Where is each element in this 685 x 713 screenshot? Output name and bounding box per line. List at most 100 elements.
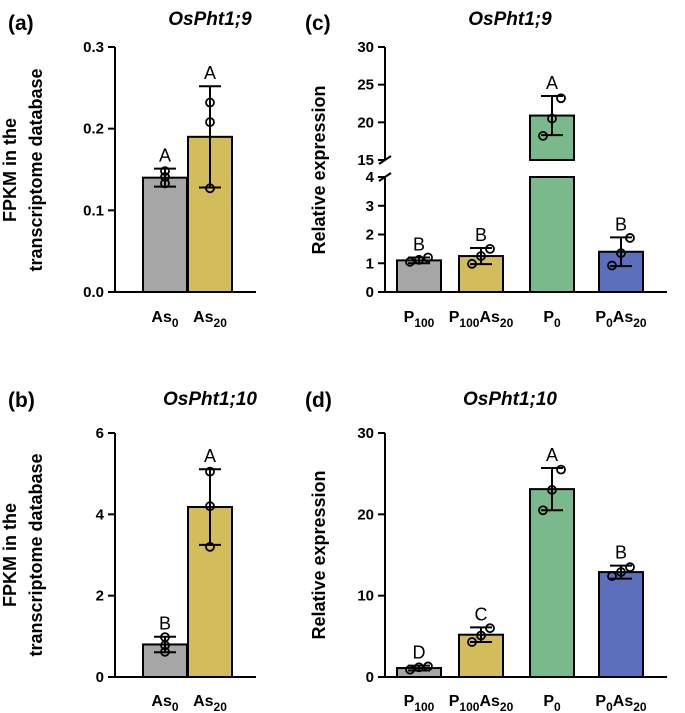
data-point (160, 178, 170, 189)
category-label: P100As20 (449, 309, 514, 330)
panel-label: (a) (8, 12, 34, 35)
data-point (476, 251, 486, 261)
y-tick-label: 6 (96, 425, 104, 442)
y-tick-label: 0.3 (83, 39, 104, 56)
bar-break-gap (528, 161, 576, 176)
bar (598, 571, 644, 679)
bar (187, 135, 233, 293)
panel-label: (c) (305, 12, 331, 35)
data-point (405, 256, 415, 267)
significance-letter: B (413, 235, 425, 255)
y-tick-label: 0.0 (83, 284, 104, 301)
y-tick-label: 25 (357, 77, 374, 94)
data-point (556, 464, 566, 475)
y-tick-label: 1 (366, 255, 374, 272)
category-label: P100 (404, 693, 435, 713)
data-point (538, 130, 548, 141)
bar (396, 259, 442, 293)
y-tick-label: 15 (357, 152, 374, 169)
panel-title: OsPht1;10 (163, 389, 257, 410)
bar (529, 176, 575, 293)
significance-letter: B (615, 543, 627, 563)
data-point (625, 233, 635, 243)
data-point (547, 113, 557, 124)
y-tick-label: 0.1 (83, 202, 104, 219)
panel-c: (c) OsPht1;9 Relative expression 0 1 2 3 415 20 2… (305, 9, 667, 330)
category-label: As20 (193, 693, 227, 713)
data-point (160, 171, 170, 182)
significance-letter: B (159, 614, 171, 634)
data-point (467, 637, 477, 647)
data-point (547, 485, 557, 495)
y-tick-label: 2 (96, 588, 104, 605)
y-axis-label: Relative expression (309, 470, 329, 639)
data-point (205, 501, 215, 512)
data-point (607, 260, 617, 271)
category-label: P100As20 (449, 693, 514, 713)
category-label: As20 (193, 309, 227, 330)
data-point (205, 97, 215, 108)
y-tick-label: 0 (366, 284, 374, 301)
data-point (423, 252, 433, 263)
data-point (467, 258, 477, 269)
significance-letter: A (204, 446, 216, 466)
panel-d: (d) OsPht1;10 Relative expression 0 10 20 30 D P… (305, 389, 667, 713)
significance-letter: D (413, 643, 426, 663)
y-axis-label: transcriptome database (26, 453, 46, 656)
category-label: As0 (151, 309, 178, 330)
significance-letter: A (204, 63, 216, 83)
data-point (538, 505, 548, 516)
panel-a: (a) OsPht1;9 FPKM in the transcriptome data… (0, 9, 256, 330)
panel-label: (d) (305, 389, 332, 412)
data-point (205, 541, 215, 552)
data-point (205, 183, 215, 194)
category-label: As0 (151, 693, 178, 713)
panel-title: OsPht1;9 (468, 9, 552, 30)
y-tick-label: 0.2 (83, 121, 104, 138)
category-label: P0As20 (595, 693, 646, 713)
category-label: P100 (404, 309, 435, 330)
category-label: P0 (543, 309, 561, 330)
panel-title: OsPht1;9 (168, 9, 252, 30)
bar (142, 176, 188, 294)
data-point (160, 646, 170, 657)
y-axis-label: FPKM in the (0, 118, 20, 222)
data-point (160, 632, 170, 643)
data-point (616, 248, 626, 259)
y-axis-label: transcriptome database (26, 68, 46, 271)
data-point (205, 466, 215, 477)
y-tick-label: 0 (366, 669, 374, 686)
data-point (160, 166, 170, 177)
significance-letter: A (159, 146, 171, 166)
data-point (476, 630, 486, 641)
panel-title: OsPht1;10 (463, 389, 557, 410)
y-tick-label: 2 (366, 227, 374, 244)
bar (529, 488, 575, 678)
data-point (485, 623, 495, 634)
y-tick-label: 20 (357, 506, 374, 523)
data-point (405, 664, 415, 675)
y-tick-label: 30 (357, 39, 374, 56)
y-tick-label: 3 (366, 198, 374, 215)
data-point (485, 243, 495, 254)
data-point (414, 254, 424, 265)
y-tick-label: 4 (366, 169, 375, 186)
data-point (625, 562, 635, 573)
panel-label: (b) (8, 389, 35, 412)
y-axis-label: Relative expression (309, 85, 329, 254)
y-tick-label: 4 (96, 506, 105, 523)
data-point (616, 567, 626, 577)
y-tick-label: 0 (96, 669, 104, 686)
category-label: P0As20 (595, 309, 646, 330)
data-point (423, 661, 433, 672)
significance-letter: A (546, 445, 558, 465)
panel-b: (b) OsPht1;10 FPKM in the transcriptome dat… (0, 389, 257, 713)
y-tick-label: 20 (357, 114, 374, 131)
significance-letter: B (475, 225, 487, 245)
category-label: P0 (543, 693, 561, 713)
data-point (556, 93, 566, 104)
significance-letter: C (475, 604, 488, 624)
significance-letter: A (546, 73, 558, 93)
data-point (414, 662, 424, 673)
